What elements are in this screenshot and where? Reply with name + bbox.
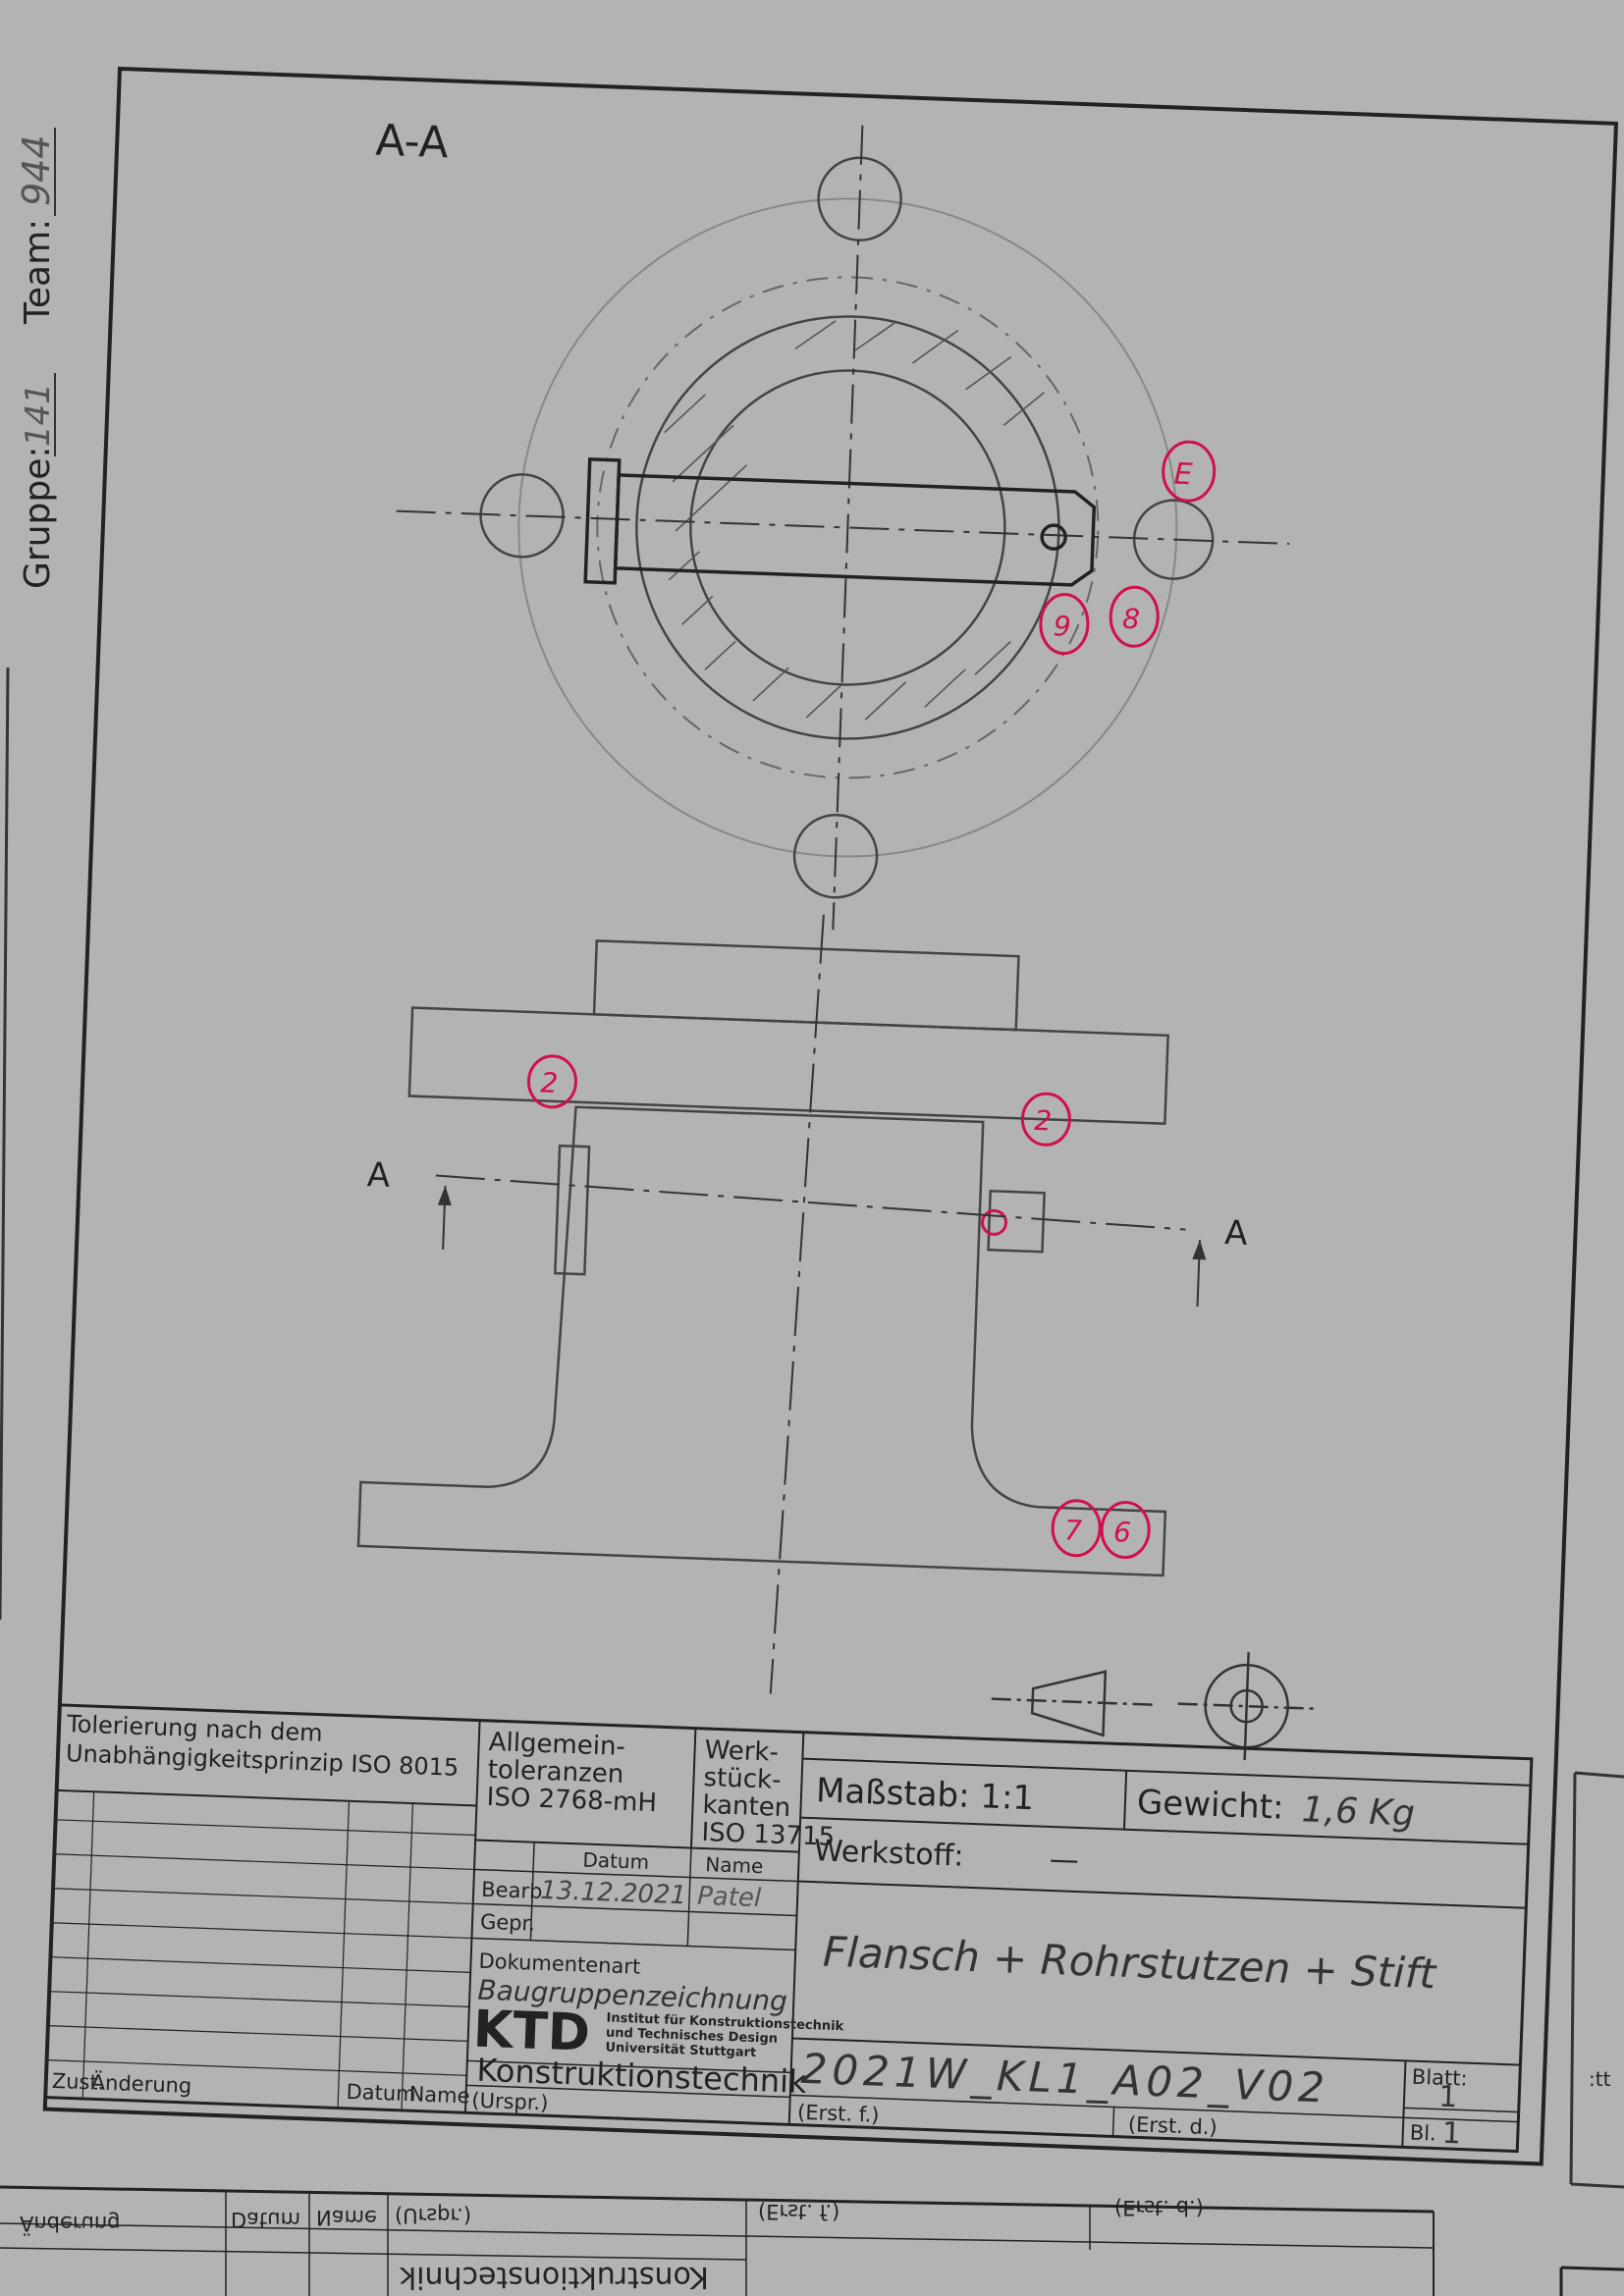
- mirror-erst-d: (Erst. d.): [1114, 2196, 1204, 2219]
- bl-label: Bl.: [1409, 2121, 1436, 2146]
- pin-top-view: [583, 456, 1097, 587]
- main-sheet: A-A: [42, 66, 1619, 2166]
- werk-line-1: Werk-: [704, 1735, 779, 1768]
- datum-label: Datum: [346, 2080, 416, 2107]
- institute-line-3: Universität Stuttgart: [605, 2040, 756, 2060]
- gruppe-label: Gruppe:: [18, 447, 58, 590]
- svg-text:E: E: [1173, 457, 1193, 493]
- mirror-erst-f: (Erst. f.): [758, 2200, 839, 2223]
- cut-label-right: A: [1224, 1213, 1249, 1254]
- left-partial-frame: [0, 667, 10, 1621]
- projection-symbol: [991, 1652, 1316, 1761]
- right-sheet-text: :tt: [1589, 2067, 1611, 2091]
- svg-text:8: 8: [1122, 603, 1141, 636]
- pin-end: [987, 1189, 1046, 1254]
- erst-f-label: (Erst. f.): [797, 2101, 880, 2127]
- cut-line-a: A A: [366, 1155, 1249, 1308]
- cut-label-left: A: [366, 1155, 391, 1196]
- pipe-body: [356, 1105, 1167, 1577]
- institute-line-2: und Technisches Design: [606, 2025, 779, 2046]
- name-label: Name: [408, 2082, 470, 2108]
- werkstoff-label: Werkstoff:: [813, 1834, 964, 1874]
- section-label: A-A: [375, 116, 450, 169]
- upper-flange: [407, 1006, 1169, 1126]
- urspr-label: (Urspr.): [471, 2089, 549, 2115]
- drawing-frame: [42, 66, 1619, 2166]
- section-hatching: [664, 320, 1046, 721]
- zust-label: Zust.: [51, 2069, 104, 2095]
- werk-line-2: stück-: [703, 1763, 782, 1795]
- datum-header: Datum: [582, 1848, 649, 1874]
- bl-value: 1: [1441, 2116, 1461, 2152]
- pin-head: [554, 1144, 591, 1276]
- name-header: Name: [705, 1852, 764, 1878]
- svg-text:2: 2: [1034, 1104, 1053, 1138]
- team-value: 944: [15, 134, 58, 206]
- mirror-urspr: (Urspr.): [395, 2204, 471, 2227]
- svg-text:2: 2: [540, 1066, 559, 1099]
- bearb-datum: 13.12.2021: [540, 1876, 687, 1910]
- mirror-aenderung: Änderung: [20, 2212, 121, 2236]
- bearb-name: Patel: [697, 1882, 763, 1913]
- svg-text:7: 7: [1063, 1514, 1082, 1547]
- mirror-konstruktionstechnik: Konstruktionstechnik: [399, 2260, 709, 2294]
- aenderung-label: Änderung: [90, 2069, 191, 2098]
- front-view: [356, 914, 1186, 1694]
- gruppe-value: 141: [19, 383, 58, 447]
- right-partial-sheet: :tt: [1569, 1771, 1624, 2189]
- mirror-datum: Datum: [231, 2208, 300, 2231]
- benennung: Flansch + Rohrstutzen + Stift: [822, 1928, 1437, 1999]
- blatt-value: 1: [1438, 2080, 1458, 2115]
- ktd-logo: KTD: [472, 2001, 591, 2063]
- mirror-name: Name: [316, 2206, 377, 2229]
- bolt-hole-bottom: [792, 814, 879, 899]
- erst-d-label: (Erst. d.): [1128, 2112, 1218, 2139]
- svg-text:9: 9: [1053, 610, 1071, 643]
- gepr-label: Gepr.: [480, 1910, 536, 1936]
- red-markers-front: 2 2 7 6: [526, 1054, 1151, 1560]
- allgemein-line-1: Allgemein-: [488, 1728, 625, 1762]
- mirrored-bottom-strip: Änderung Datum Name (Urspr.) (Erst. f.) …: [0, 2185, 1624, 2296]
- allgemein-line-2: toleranzen: [487, 1755, 624, 1789]
- team-label: Team:: [18, 219, 58, 325]
- werk-line-4: ISO 13715: [701, 1818, 836, 1852]
- allgemein-line-3: ISO 2768-mH: [486, 1783, 657, 1818]
- gewicht-value: 1,6 Kg: [1301, 1789, 1416, 1834]
- svg-text:6: 6: [1112, 1516, 1131, 1549]
- werk-line-3: kanten: [702, 1790, 791, 1823]
- section-view-a-a: E 9 8: [396, 125, 1290, 931]
- blatt-label: Blatt:: [1411, 2065, 1467, 2091]
- side-margin-label: Gruppe: 141 Team: 944: [15, 128, 58, 589]
- tolerierung-line-2: Unabhängigkeitsprinzip ISO 8015: [66, 1739, 460, 1782]
- title-block: Tolerierung nach dem Unabhängigkeitsprin…: [43, 1703, 1534, 2154]
- bearb-label: Bearb: [481, 1878, 543, 1903]
- werkstoff-value: —: [1049, 1842, 1079, 1878]
- massstab: Maßstab: 1:1: [815, 1771, 1034, 1818]
- gewicht-label: Gewicht:: [1136, 1783, 1284, 1827]
